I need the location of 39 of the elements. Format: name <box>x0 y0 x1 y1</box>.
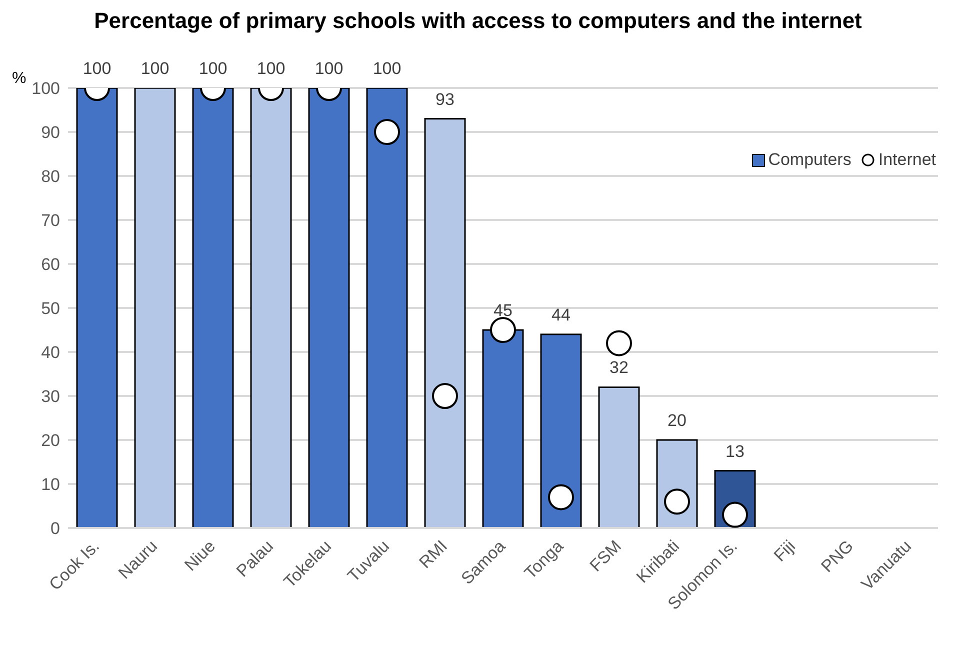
data-label: 100 <box>198 59 228 78</box>
bar <box>134 88 176 528</box>
chart-title: Percentage of primary schools with access to computers and the internet <box>93 8 863 34</box>
data-label: 45 <box>494 301 512 320</box>
y-tick-label: 60 <box>41 255 60 274</box>
x-tick-label: Fiji <box>770 536 799 566</box>
bar <box>192 88 234 528</box>
y-tick-label: 100 <box>32 79 60 98</box>
bar <box>424 118 466 528</box>
y-axis-title: % <box>12 70 26 88</box>
data-label: 13 <box>726 442 744 461</box>
x-tick-label: RMI <box>416 536 451 572</box>
y-tick-label: 50 <box>41 299 60 318</box>
y-tick-label: 10 <box>41 475 60 494</box>
data-label: 44 <box>552 305 570 324</box>
data-label: 100 <box>372 59 402 78</box>
legend-label: Internet <box>877 150 936 170</box>
data-label: 100 <box>140 59 170 78</box>
bar <box>540 334 582 528</box>
legend-label: Computers <box>767 150 852 170</box>
bar <box>366 88 408 528</box>
data-label: 100 <box>314 59 344 78</box>
bar <box>308 88 350 528</box>
data-label: 100 <box>82 59 112 78</box>
y-tick-label: 0 <box>50 519 60 538</box>
y-tick-label: 70 <box>41 211 60 230</box>
bar <box>598 386 640 528</box>
y-tick-label: 20 <box>41 431 60 450</box>
y-tick-label: 90 <box>41 123 60 142</box>
bar <box>250 88 292 528</box>
y-tick-label: 40 <box>41 343 60 362</box>
y-tick-label: 30 <box>41 387 60 406</box>
bar <box>76 88 118 528</box>
x-tick-label: Niue <box>180 536 219 575</box>
y-tick-label: 80 <box>41 167 60 186</box>
data-label: 20 <box>668 411 686 430</box>
data-label: 100 <box>256 59 286 78</box>
data-label: 32 <box>610 358 628 378</box>
data-label: 93 <box>436 90 454 109</box>
